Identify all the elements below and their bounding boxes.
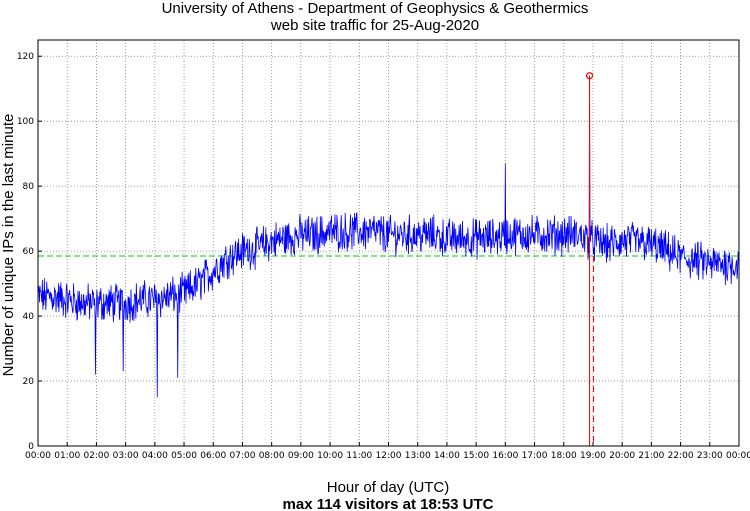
series-line bbox=[37, 75, 740, 398]
x-tick-label: 09:00 bbox=[288, 451, 314, 461]
x-tick-label: 16:00 bbox=[492, 451, 518, 461]
x-tick-label: 08:00 bbox=[259, 451, 285, 461]
y-tick-label: 120 bbox=[17, 52, 34, 62]
y-ticks: 0 20 40 60 80 100 120 bbox=[17, 52, 42, 452]
chart-subtitle: web site traffic for 25-Aug-2020 bbox=[270, 17, 479, 34]
x-tick-label: 06:00 bbox=[200, 451, 226, 461]
x-tick-label: 18:00 bbox=[551, 451, 577, 461]
x-tick-label: 11:00 bbox=[346, 451, 372, 461]
x-tick-label: 00:00 bbox=[726, 451, 750, 461]
max-point bbox=[585, 72, 594, 80]
x-tick-label: 17:00 bbox=[522, 451, 548, 461]
series-group bbox=[37, 75, 740, 398]
x-axis-label: Hour of day (UTC) bbox=[327, 479, 450, 496]
y-tick-label: 60 bbox=[23, 247, 35, 257]
x-tick-label: 01:00 bbox=[54, 451, 80, 461]
x-tick-label: 05:00 bbox=[171, 451, 197, 461]
y-tick-label: 40 bbox=[23, 312, 35, 322]
y-tick-label: 100 bbox=[17, 117, 34, 127]
grid bbox=[38, 40, 739, 446]
x-tick-label: 21:00 bbox=[638, 451, 664, 461]
x-tick-label: 02:00 bbox=[83, 451, 109, 461]
chart-title: University of Athens - Department of Geo… bbox=[162, 0, 589, 17]
x-tick-label: 14:00 bbox=[434, 451, 460, 461]
y-tick-label: 20 bbox=[23, 377, 35, 387]
max-marker-group bbox=[585, 72, 595, 446]
x-tick-label: 04:00 bbox=[142, 451, 168, 461]
x-tick-label: 23:00 bbox=[697, 451, 723, 461]
x-tick-label: 15:00 bbox=[463, 451, 489, 461]
x-ticks: 00:00 01:00 02:00 03:00 04:00 05:00 06:00 07:00… bbox=[25, 442, 750, 461]
x-tick-label: 19:00 bbox=[580, 451, 606, 461]
x-tick-label: 20:00 bbox=[609, 451, 635, 461]
max-annotation: max 114 visitors at 18:53 UTC bbox=[283, 496, 494, 511]
x-tick-label: 00:00 bbox=[25, 451, 51, 461]
x-tick-label: 10:00 bbox=[317, 451, 343, 461]
y-axis-label: Number of unique IPs in the last minute bbox=[0, 114, 17, 377]
x-tick-label: 03:00 bbox=[113, 451, 139, 461]
y-tick-label: 0 bbox=[28, 442, 34, 452]
x-tick-label: 12:00 bbox=[376, 451, 402, 461]
x-tick-label: 13:00 bbox=[405, 451, 431, 461]
x-tick-label: 22:00 bbox=[668, 451, 694, 461]
x-tick-label: 07:00 bbox=[229, 451, 255, 461]
y-tick-label: 80 bbox=[23, 182, 35, 192]
